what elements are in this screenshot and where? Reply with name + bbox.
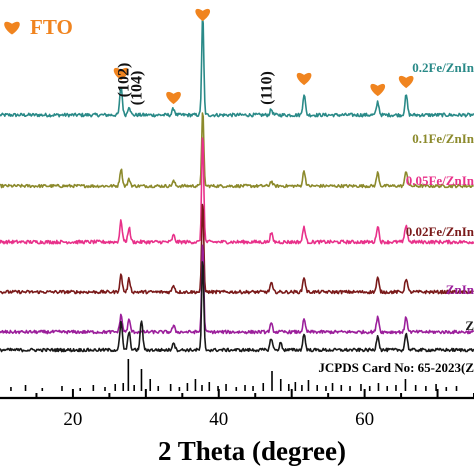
fto-heart-icon <box>166 91 181 105</box>
x-axis: 20 40 60 <box>0 389 474 430</box>
fto-heart-icon <box>296 72 312 86</box>
series-line-z <box>0 261 474 353</box>
plane-label: (110) <box>258 71 275 105</box>
fto-heart-icon <box>113 67 129 81</box>
legend-label: FTO <box>30 15 73 39</box>
fto-heart-icon <box>398 75 414 89</box>
fto-heart-icon <box>370 83 386 97</box>
series-label-0-1fe-znin: 0.1Fe/ZnIn <box>412 131 474 146</box>
series-label-0-02fe-znin: 0.02Fe/ZnIn <box>406 224 474 239</box>
legend: FTO <box>30 15 73 39</box>
x-axis-title: 2 Theta (degree) <box>158 436 346 466</box>
plane-label: (104) <box>128 71 145 106</box>
series-line-0-02fe-znin <box>0 203 474 295</box>
series-label-znin: ZnIn <box>446 282 474 297</box>
fto-heart-icon <box>195 8 211 22</box>
series-label-z: Z <box>465 318 474 333</box>
annotation-layer: 0.2Fe/ZnIn 0.1Fe/ZnIn 0.05Fe/ZnIn 0.02Fe/Zn… <box>4 8 474 375</box>
plane-label: (102) <box>115 63 132 98</box>
series-line-0-1fe-znin <box>0 112 474 189</box>
series-line-0-2fe-znin <box>0 16 474 118</box>
series-line-0-05fe-znin <box>0 137 474 245</box>
reference-label: JCPDS Card No: 65-2023(Z <box>318 360 474 375</box>
x-tick-label: 20 <box>63 409 82 430</box>
series-label-0-2fe-znin: 0.2Fe/ZnIn <box>412 60 474 75</box>
x-tick-label: 40 <box>209 409 228 430</box>
x-tick-label: 60 <box>355 409 374 430</box>
legend-heart-icon <box>4 21 20 35</box>
series-line-znin <box>0 244 474 335</box>
plot-area <box>0 16 474 391</box>
series-label-0-05fe-znin: 0.05Fe/ZnIn <box>406 173 474 188</box>
